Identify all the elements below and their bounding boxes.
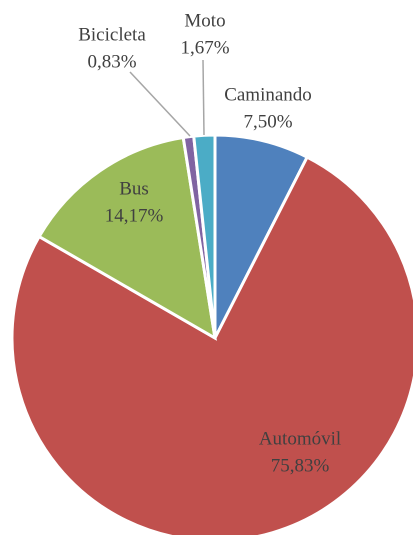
slice-value-label: 7,50% (243, 111, 292, 132)
leader-line (202, 59, 205, 136)
slice-label: Bus (119, 178, 149, 199)
pie-slice (192, 133, 217, 339)
slice-label: Caminando (224, 84, 312, 105)
pie-slice (213, 133, 310, 339)
slice-label: Moto (184, 10, 225, 31)
slice-value-label: 1,67% (180, 37, 229, 58)
leader-line (129, 71, 191, 137)
slice-value-label: 75,83% (271, 455, 330, 476)
slice-label: Bicicleta (78, 24, 146, 45)
slice-label: Automóvil (259, 428, 341, 449)
slice-value-label: 14,17% (105, 205, 164, 226)
slice-value-label: 0,83% (87, 51, 136, 72)
pie-slice (37, 135, 217, 341)
pie-slice (10, 155, 413, 535)
